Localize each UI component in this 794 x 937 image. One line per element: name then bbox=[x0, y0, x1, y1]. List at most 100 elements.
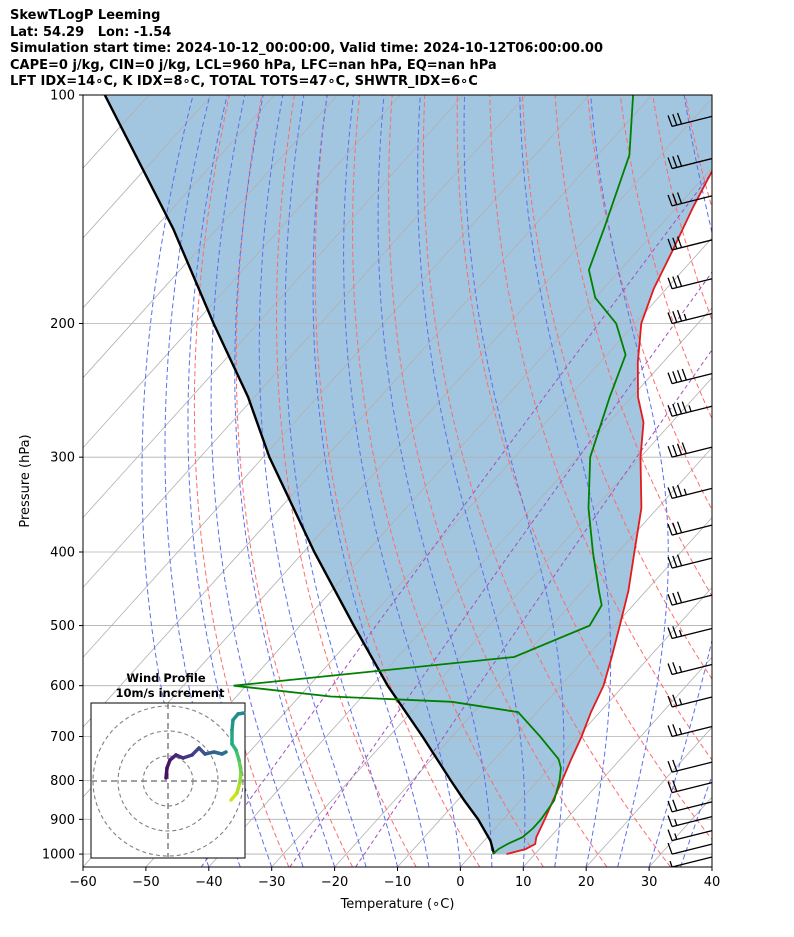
wind-barb-half bbox=[688, 405, 692, 412]
isotherm-line bbox=[83, 95, 653, 728]
isotherm-line bbox=[83, 95, 401, 449]
wind-barb-flag bbox=[667, 372, 673, 384]
moist-adiabat bbox=[258, 95, 367, 867]
isotherm-line bbox=[397, 516, 712, 867]
wind-barb-flag bbox=[676, 192, 683, 204]
wind-barb-flag bbox=[672, 724, 678, 736]
wind-barb-half bbox=[674, 833, 678, 840]
wind-barb-flag bbox=[667, 523, 673, 536]
wind-barb-flag bbox=[676, 236, 683, 248]
dry-adiabat bbox=[388, 95, 608, 867]
wind-barb-flag bbox=[676, 484, 683, 497]
hodograph-segment bbox=[235, 780, 242, 795]
wind-barb-flag bbox=[676, 402, 683, 415]
wind-barb bbox=[667, 694, 713, 708]
y-tick-label: 500 bbox=[50, 619, 75, 634]
wind-barb-half bbox=[669, 860, 673, 868]
wind-barb-shaft bbox=[671, 761, 713, 773]
wind-barb-shaft bbox=[671, 524, 713, 536]
wind-barb-flag bbox=[672, 592, 678, 605]
isotherm-line bbox=[83, 95, 464, 519]
x-tick-label: −50 bbox=[132, 875, 159, 890]
wind-barb-flag bbox=[672, 237, 678, 249]
wind-barb bbox=[667, 724, 713, 738]
y-tick-label: 100 bbox=[50, 89, 75, 104]
wind-barb bbox=[667, 759, 713, 773]
wind-barb-flag bbox=[676, 554, 683, 566]
wind-barb bbox=[667, 401, 713, 417]
wind-profile-inset: Wind Profile 10m/s increment bbox=[90, 671, 246, 859]
dewpoint-line bbox=[233, 95, 634, 855]
x-tick-label: 40 bbox=[704, 875, 721, 890]
wind-barb-half bbox=[678, 727, 683, 735]
wind-barb-flag bbox=[667, 194, 673, 207]
moist-adiabat bbox=[312, 95, 430, 867]
time-line: Simulation start time: 2024-10-12_00:00:… bbox=[10, 41, 603, 57]
wind-barb bbox=[667, 442, 713, 458]
moist-adiabat bbox=[648, 95, 712, 867]
isotherm-line bbox=[83, 95, 338, 379]
wind-barb bbox=[667, 192, 713, 207]
x-tick-label: 10 bbox=[515, 875, 532, 890]
x-tick-label: −60 bbox=[69, 875, 96, 890]
temperature-line bbox=[506, 169, 712, 855]
wind-barb-shaft bbox=[671, 627, 713, 640]
wind-barb-shaft bbox=[671, 278, 713, 290]
wind-barb bbox=[667, 842, 713, 855]
wind-barb bbox=[667, 484, 713, 500]
profile-lines bbox=[103, 95, 712, 855]
wind-barb-flag bbox=[667, 829, 673, 841]
isotherm-line bbox=[585, 726, 712, 867]
wind-barb-shaft bbox=[671, 372, 713, 385]
x-tick-label: −30 bbox=[258, 875, 285, 890]
x-tick-label: 30 bbox=[641, 875, 658, 890]
wind-barb-shaft bbox=[671, 725, 713, 738]
wind-barb-flag bbox=[667, 593, 673, 606]
dry-adiabat bbox=[314, 95, 481, 867]
x-tick-label: −20 bbox=[321, 875, 348, 890]
wind-barb-flag bbox=[672, 193, 678, 205]
wind-barb bbox=[667, 521, 713, 536]
mixing-ratio-line bbox=[355, 349, 712, 867]
wind-barb-shaft bbox=[671, 829, 713, 842]
dry-adiabat bbox=[423, 95, 671, 867]
y-tick-label: 1000 bbox=[42, 848, 75, 863]
wind-barb-shaft bbox=[671, 801, 713, 813]
x-tick-label: 20 bbox=[578, 875, 595, 890]
dry-adiabat bbox=[751, 95, 794, 867]
wind-barb-flag bbox=[676, 591, 683, 603]
dry-adiabat bbox=[783, 95, 794, 867]
isotherm-line bbox=[523, 656, 712, 867]
wind-barb-flag bbox=[667, 695, 673, 708]
wind-barb-flag bbox=[681, 401, 687, 413]
wind-barb-half bbox=[674, 819, 678, 826]
wind-barb-flag bbox=[672, 403, 678, 416]
wind-barb-flag bbox=[667, 405, 673, 417]
y-tick-label: 300 bbox=[50, 451, 75, 466]
wind-barb-flag bbox=[672, 113, 678, 126]
isotherm-line bbox=[145, 237, 712, 867]
wind-barb bbox=[667, 591, 713, 606]
isotherm-line bbox=[83, 95, 527, 589]
isotherm-line bbox=[83, 95, 275, 309]
x-tick-label: 0 bbox=[456, 875, 464, 890]
location-line: Lat: 54.29 Lon: -1.54 bbox=[10, 24, 172, 40]
wind-barb-flag bbox=[667, 663, 673, 675]
y-tick-label: 800 bbox=[50, 774, 75, 789]
axis-ticks: −60 −50 −40 −30 −20 −10 0 10 20 30 40 1000 900 800 700… bbox=[42, 89, 720, 891]
wind-barb-flag bbox=[672, 626, 678, 638]
wind-barb-flag bbox=[667, 277, 673, 289]
wind-barb-shaft bbox=[671, 157, 713, 170]
y-tick-label: 400 bbox=[50, 546, 75, 561]
hodograph-segment bbox=[236, 711, 246, 716]
wind-barb-shaft bbox=[671, 487, 713, 500]
wind-barb bbox=[667, 829, 713, 842]
hodograph-ring bbox=[117, 730, 219, 832]
wind-barb-flag bbox=[672, 371, 678, 383]
inset-title: Wind Profile bbox=[126, 671, 206, 685]
dry-adiabat bbox=[522, 95, 712, 680]
wind-barb-shaft bbox=[671, 195, 713, 207]
wind-barb-half bbox=[683, 488, 687, 496]
wind-barb-flag bbox=[672, 555, 678, 568]
